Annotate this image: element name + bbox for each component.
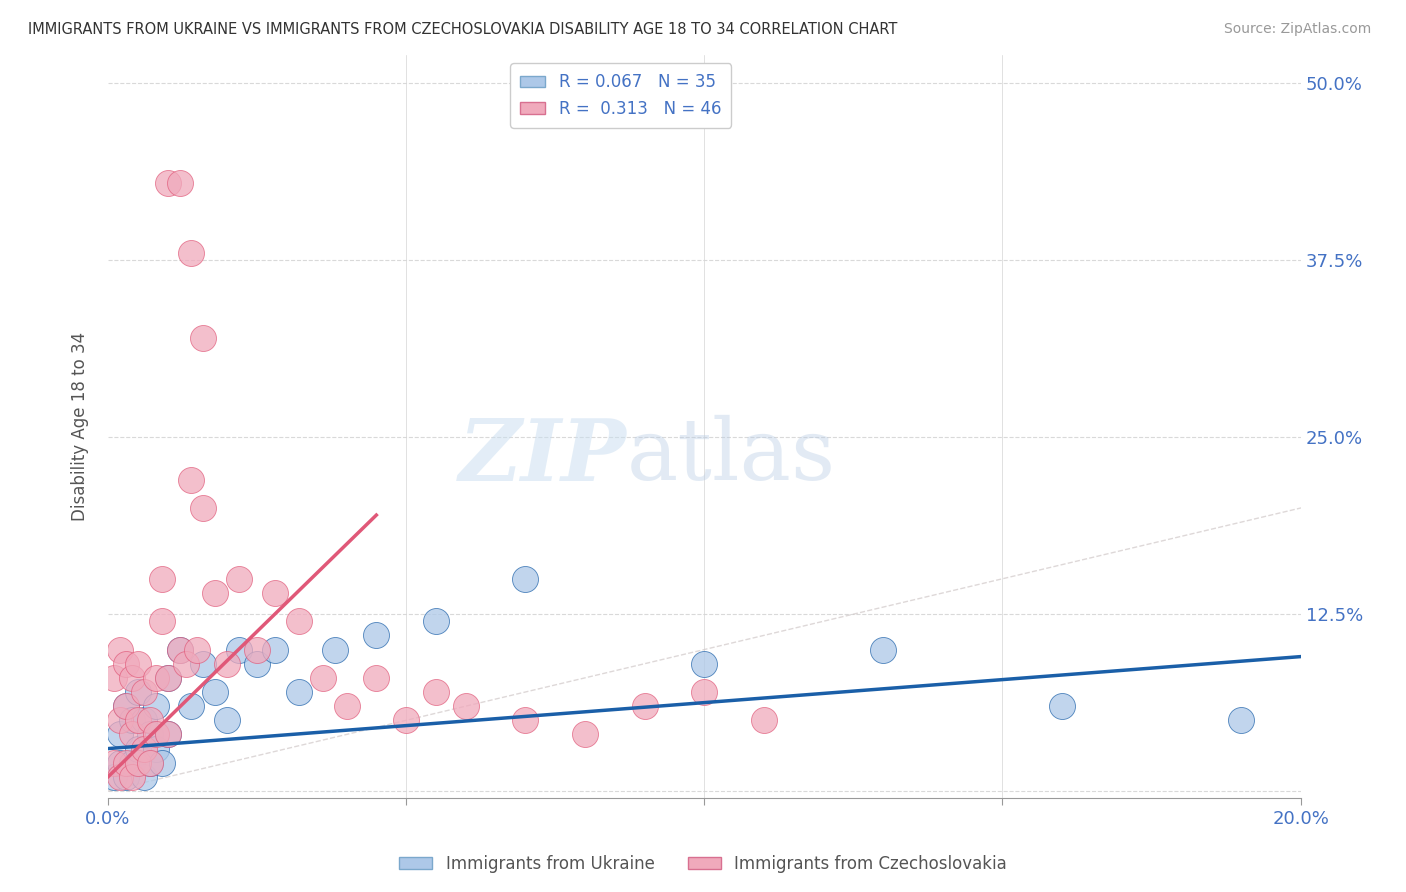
Point <box>115 699 138 714</box>
Point <box>193 331 215 345</box>
Point <box>169 642 191 657</box>
Point <box>150 756 173 770</box>
Point <box>115 770 138 784</box>
Point <box>311 671 333 685</box>
Point <box>454 699 477 714</box>
Point <box>156 727 179 741</box>
Text: ZIP: ZIP <box>458 415 627 498</box>
Point <box>169 642 191 657</box>
Point <box>103 770 125 784</box>
Point <box>132 685 155 699</box>
Point <box>127 756 149 770</box>
Point <box>693 657 716 671</box>
Point <box>156 176 179 190</box>
Point <box>145 699 167 714</box>
Point <box>132 741 155 756</box>
Point <box>264 642 287 657</box>
Point <box>1230 714 1253 728</box>
Point <box>288 685 311 699</box>
Point <box>180 699 202 714</box>
Point <box>127 685 149 699</box>
Point <box>174 657 197 671</box>
Point <box>217 714 239 728</box>
Y-axis label: Disability Age 18 to 34: Disability Age 18 to 34 <box>72 332 89 521</box>
Point <box>127 657 149 671</box>
Point <box>115 756 138 770</box>
Point <box>132 714 155 728</box>
Text: IMMIGRANTS FROM UKRAINE VS IMMIGRANTS FROM CZECHOSLOVAKIA DISABILITY AGE 18 TO 3: IMMIGRANTS FROM UKRAINE VS IMMIGRANTS FR… <box>28 22 897 37</box>
Point <box>127 714 149 728</box>
Point <box>156 671 179 685</box>
Point <box>180 246 202 260</box>
Point <box>193 501 215 516</box>
Point <box>228 572 250 586</box>
Point <box>1050 699 1073 714</box>
Point <box>872 642 894 657</box>
Point <box>156 671 179 685</box>
Point <box>115 657 138 671</box>
Point <box>156 727 179 741</box>
Point <box>515 714 537 728</box>
Point <box>574 727 596 741</box>
Legend: Immigrants from Ukraine, Immigrants from Czechoslovakia: Immigrants from Ukraine, Immigrants from… <box>392 848 1014 880</box>
Point <box>288 614 311 628</box>
Point <box>115 699 138 714</box>
Point <box>634 699 657 714</box>
Point <box>366 671 388 685</box>
Point <box>193 657 215 671</box>
Point <box>138 756 160 770</box>
Point <box>108 714 131 728</box>
Point <box>132 770 155 784</box>
Point <box>108 727 131 741</box>
Point <box>121 770 143 784</box>
Point <box>103 671 125 685</box>
Text: Source: ZipAtlas.com: Source: ZipAtlas.com <box>1223 22 1371 37</box>
Point <box>103 756 125 770</box>
Point <box>145 741 167 756</box>
Point <box>108 642 131 657</box>
Point <box>693 685 716 699</box>
Point <box>366 628 388 642</box>
Point <box>217 657 239 671</box>
Point <box>395 714 418 728</box>
Point <box>145 727 167 741</box>
Point <box>323 642 346 657</box>
Point <box>246 657 269 671</box>
Text: atlas: atlas <box>627 415 837 498</box>
Point <box>228 642 250 657</box>
Point <box>204 685 226 699</box>
Point <box>121 727 143 741</box>
Point <box>150 614 173 628</box>
Point <box>204 586 226 600</box>
Legend: R = 0.067   N = 35, R =  0.313   N = 46: R = 0.067 N = 35, R = 0.313 N = 46 <box>510 63 731 128</box>
Point <box>515 572 537 586</box>
Point <box>108 756 131 770</box>
Point <box>121 714 143 728</box>
Point <box>121 671 143 685</box>
Point <box>145 671 167 685</box>
Point <box>180 473 202 487</box>
Point <box>150 572 173 586</box>
Point <box>121 756 143 770</box>
Point <box>264 586 287 600</box>
Point <box>752 714 775 728</box>
Point <box>108 770 131 784</box>
Point <box>186 642 208 657</box>
Point <box>425 614 447 628</box>
Point <box>138 714 160 728</box>
Point <box>138 756 160 770</box>
Point <box>335 699 357 714</box>
Point <box>169 176 191 190</box>
Point <box>246 642 269 657</box>
Point <box>138 727 160 741</box>
Point <box>425 685 447 699</box>
Point <box>127 741 149 756</box>
